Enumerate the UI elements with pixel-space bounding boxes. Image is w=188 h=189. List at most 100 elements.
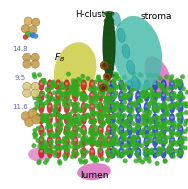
Circle shape (165, 127, 170, 132)
Circle shape (185, 103, 188, 108)
Circle shape (91, 132, 96, 137)
Circle shape (122, 113, 127, 118)
Circle shape (141, 127, 146, 132)
Ellipse shape (169, 80, 175, 91)
Circle shape (78, 157, 83, 162)
Circle shape (161, 103, 166, 108)
Circle shape (103, 73, 111, 80)
Ellipse shape (72, 91, 78, 102)
Circle shape (31, 53, 39, 61)
Circle shape (43, 160, 48, 165)
Circle shape (98, 116, 103, 121)
Circle shape (58, 94, 63, 98)
Ellipse shape (99, 116, 102, 119)
Circle shape (164, 135, 169, 140)
Circle shape (62, 114, 67, 119)
Circle shape (133, 144, 138, 149)
Circle shape (85, 104, 90, 109)
Ellipse shape (111, 127, 114, 130)
Circle shape (75, 127, 80, 131)
Circle shape (186, 127, 188, 132)
Circle shape (160, 83, 165, 88)
Ellipse shape (104, 32, 114, 37)
Circle shape (149, 117, 154, 122)
Circle shape (93, 141, 98, 146)
Circle shape (40, 116, 45, 121)
Circle shape (154, 92, 159, 97)
Ellipse shape (178, 102, 183, 113)
Circle shape (114, 85, 119, 90)
Circle shape (31, 60, 39, 68)
Circle shape (84, 149, 89, 154)
Ellipse shape (82, 116, 85, 119)
Circle shape (54, 100, 58, 105)
Circle shape (171, 131, 176, 136)
Circle shape (70, 154, 74, 159)
Circle shape (75, 83, 80, 88)
Ellipse shape (64, 125, 70, 136)
Ellipse shape (145, 116, 148, 119)
Ellipse shape (154, 82, 157, 85)
Circle shape (90, 133, 95, 138)
Ellipse shape (145, 94, 148, 96)
Circle shape (23, 60, 31, 68)
Circle shape (64, 94, 69, 99)
Ellipse shape (145, 82, 148, 85)
Circle shape (148, 86, 153, 91)
Ellipse shape (131, 76, 139, 90)
Circle shape (117, 110, 122, 115)
Circle shape (163, 112, 168, 117)
Ellipse shape (108, 150, 111, 153)
Circle shape (135, 82, 139, 87)
Circle shape (111, 114, 115, 119)
Circle shape (114, 85, 118, 89)
Circle shape (147, 150, 152, 154)
Circle shape (108, 120, 113, 125)
Circle shape (143, 88, 148, 93)
Circle shape (155, 123, 160, 128)
Circle shape (53, 122, 58, 127)
Circle shape (44, 113, 49, 118)
Circle shape (51, 134, 56, 139)
Ellipse shape (127, 147, 133, 158)
Circle shape (132, 137, 137, 141)
Circle shape (124, 137, 129, 142)
Circle shape (103, 81, 108, 86)
Circle shape (138, 97, 143, 102)
Circle shape (175, 105, 180, 110)
Circle shape (110, 95, 115, 100)
Circle shape (79, 160, 84, 164)
Ellipse shape (55, 102, 61, 113)
Circle shape (163, 87, 168, 92)
Ellipse shape (57, 127, 60, 130)
Circle shape (136, 99, 141, 104)
Circle shape (147, 126, 152, 131)
Ellipse shape (99, 94, 102, 96)
Circle shape (75, 105, 80, 110)
Ellipse shape (162, 139, 165, 141)
Circle shape (183, 122, 188, 127)
Ellipse shape (152, 125, 158, 136)
Circle shape (128, 117, 133, 122)
Circle shape (158, 84, 163, 89)
Circle shape (31, 143, 36, 148)
Circle shape (57, 129, 62, 133)
Circle shape (169, 77, 174, 82)
Circle shape (135, 122, 139, 127)
Circle shape (124, 143, 128, 147)
Ellipse shape (162, 150, 165, 153)
Circle shape (92, 95, 97, 100)
Circle shape (108, 154, 113, 159)
Ellipse shape (108, 116, 111, 119)
Circle shape (93, 93, 98, 98)
Circle shape (150, 150, 155, 155)
Ellipse shape (106, 80, 112, 91)
Circle shape (132, 147, 137, 152)
Ellipse shape (64, 113, 70, 124)
Circle shape (36, 116, 41, 121)
Circle shape (46, 98, 51, 103)
Circle shape (111, 114, 116, 119)
Circle shape (133, 87, 138, 91)
Ellipse shape (99, 127, 102, 130)
Circle shape (62, 153, 67, 158)
